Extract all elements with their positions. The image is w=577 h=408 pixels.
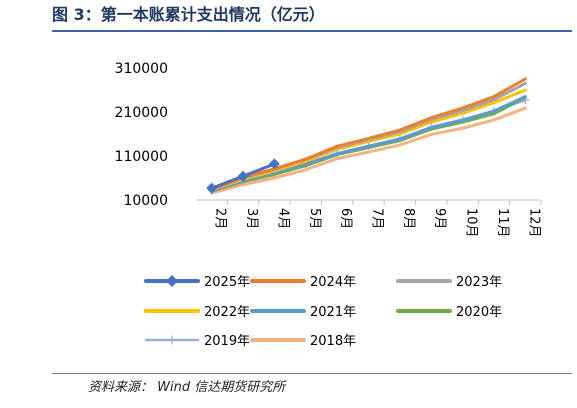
data-point xyxy=(206,182,218,194)
figure-title: 图 3：第一本账累计支出情况（亿元） xyxy=(52,5,325,24)
legend-label: 2024年 xyxy=(310,275,356,290)
legend-item: 2023年 xyxy=(396,275,502,290)
x-tick-label: 6月 xyxy=(338,208,353,229)
x-tick-label: 4月 xyxy=(275,208,290,229)
legend-marker xyxy=(166,275,178,287)
legend-label: 2019年 xyxy=(204,334,250,349)
x-tick-label: 12月 xyxy=(526,208,541,238)
legend-item: 2024年 xyxy=(250,275,356,290)
chart-series xyxy=(206,77,530,195)
y-tick-label: 310000 xyxy=(115,61,168,77)
legend-label: 2021年 xyxy=(310,305,356,320)
series-line-2018年 xyxy=(210,106,527,195)
line-chart: 2月 3月 4月 5月 6月 7月 8月 9月 10月 11月 12月 10000 110000 2100… xyxy=(115,61,542,349)
x-tick-label: 11月 xyxy=(495,208,510,238)
x-tick-label: 7月 xyxy=(370,208,385,229)
legend-item: 2022年 xyxy=(144,305,250,320)
legend-marker xyxy=(167,335,177,345)
x-tick-label: 10月 xyxy=(464,208,479,238)
y-tick-label: 110000 xyxy=(115,149,168,165)
x-tick-label: 9月 xyxy=(432,208,447,229)
series-line-2024年 xyxy=(210,77,527,191)
x-tick-label: 5月 xyxy=(307,208,322,229)
source-divider xyxy=(52,373,572,374)
legend-label: 2018年 xyxy=(310,334,356,349)
y-tick-label: 10000 xyxy=(123,193,168,209)
source-note: 资料来源： Wind 信达期货研究所 xyxy=(88,380,286,395)
legend-label: 2022年 xyxy=(204,305,250,320)
legend-item: 2021年 xyxy=(250,305,356,320)
chart-legend: 2025年 2024年 2023年 2022年 2021年 2020年 2019年 2018年 xyxy=(144,275,502,349)
series-line-2021年 xyxy=(210,95,527,193)
x-tick-label: 2月 xyxy=(213,208,228,229)
legend-item: 2025年 xyxy=(144,275,250,290)
data-point xyxy=(268,158,280,170)
legend-item: 2018年 xyxy=(250,334,356,349)
legend-item: 2019年 xyxy=(144,334,250,349)
legend-label: 2025年 xyxy=(204,275,250,290)
series-line-2022年 xyxy=(210,88,527,192)
y-tick-label: 210000 xyxy=(115,105,168,121)
legend-label: 2020年 xyxy=(456,305,502,320)
legend-label: 2023年 xyxy=(456,275,502,290)
x-tick-label: 8月 xyxy=(401,208,416,229)
title-divider xyxy=(52,30,572,32)
legend-item: 2020年 xyxy=(396,305,502,320)
x-tick-label: 3月 xyxy=(244,208,259,229)
data-point xyxy=(237,170,249,182)
chart-axes: 2月 3月 4月 5月 6月 7月 8月 9月 10月 11月 12月 10000 110000 2100… xyxy=(115,61,542,238)
